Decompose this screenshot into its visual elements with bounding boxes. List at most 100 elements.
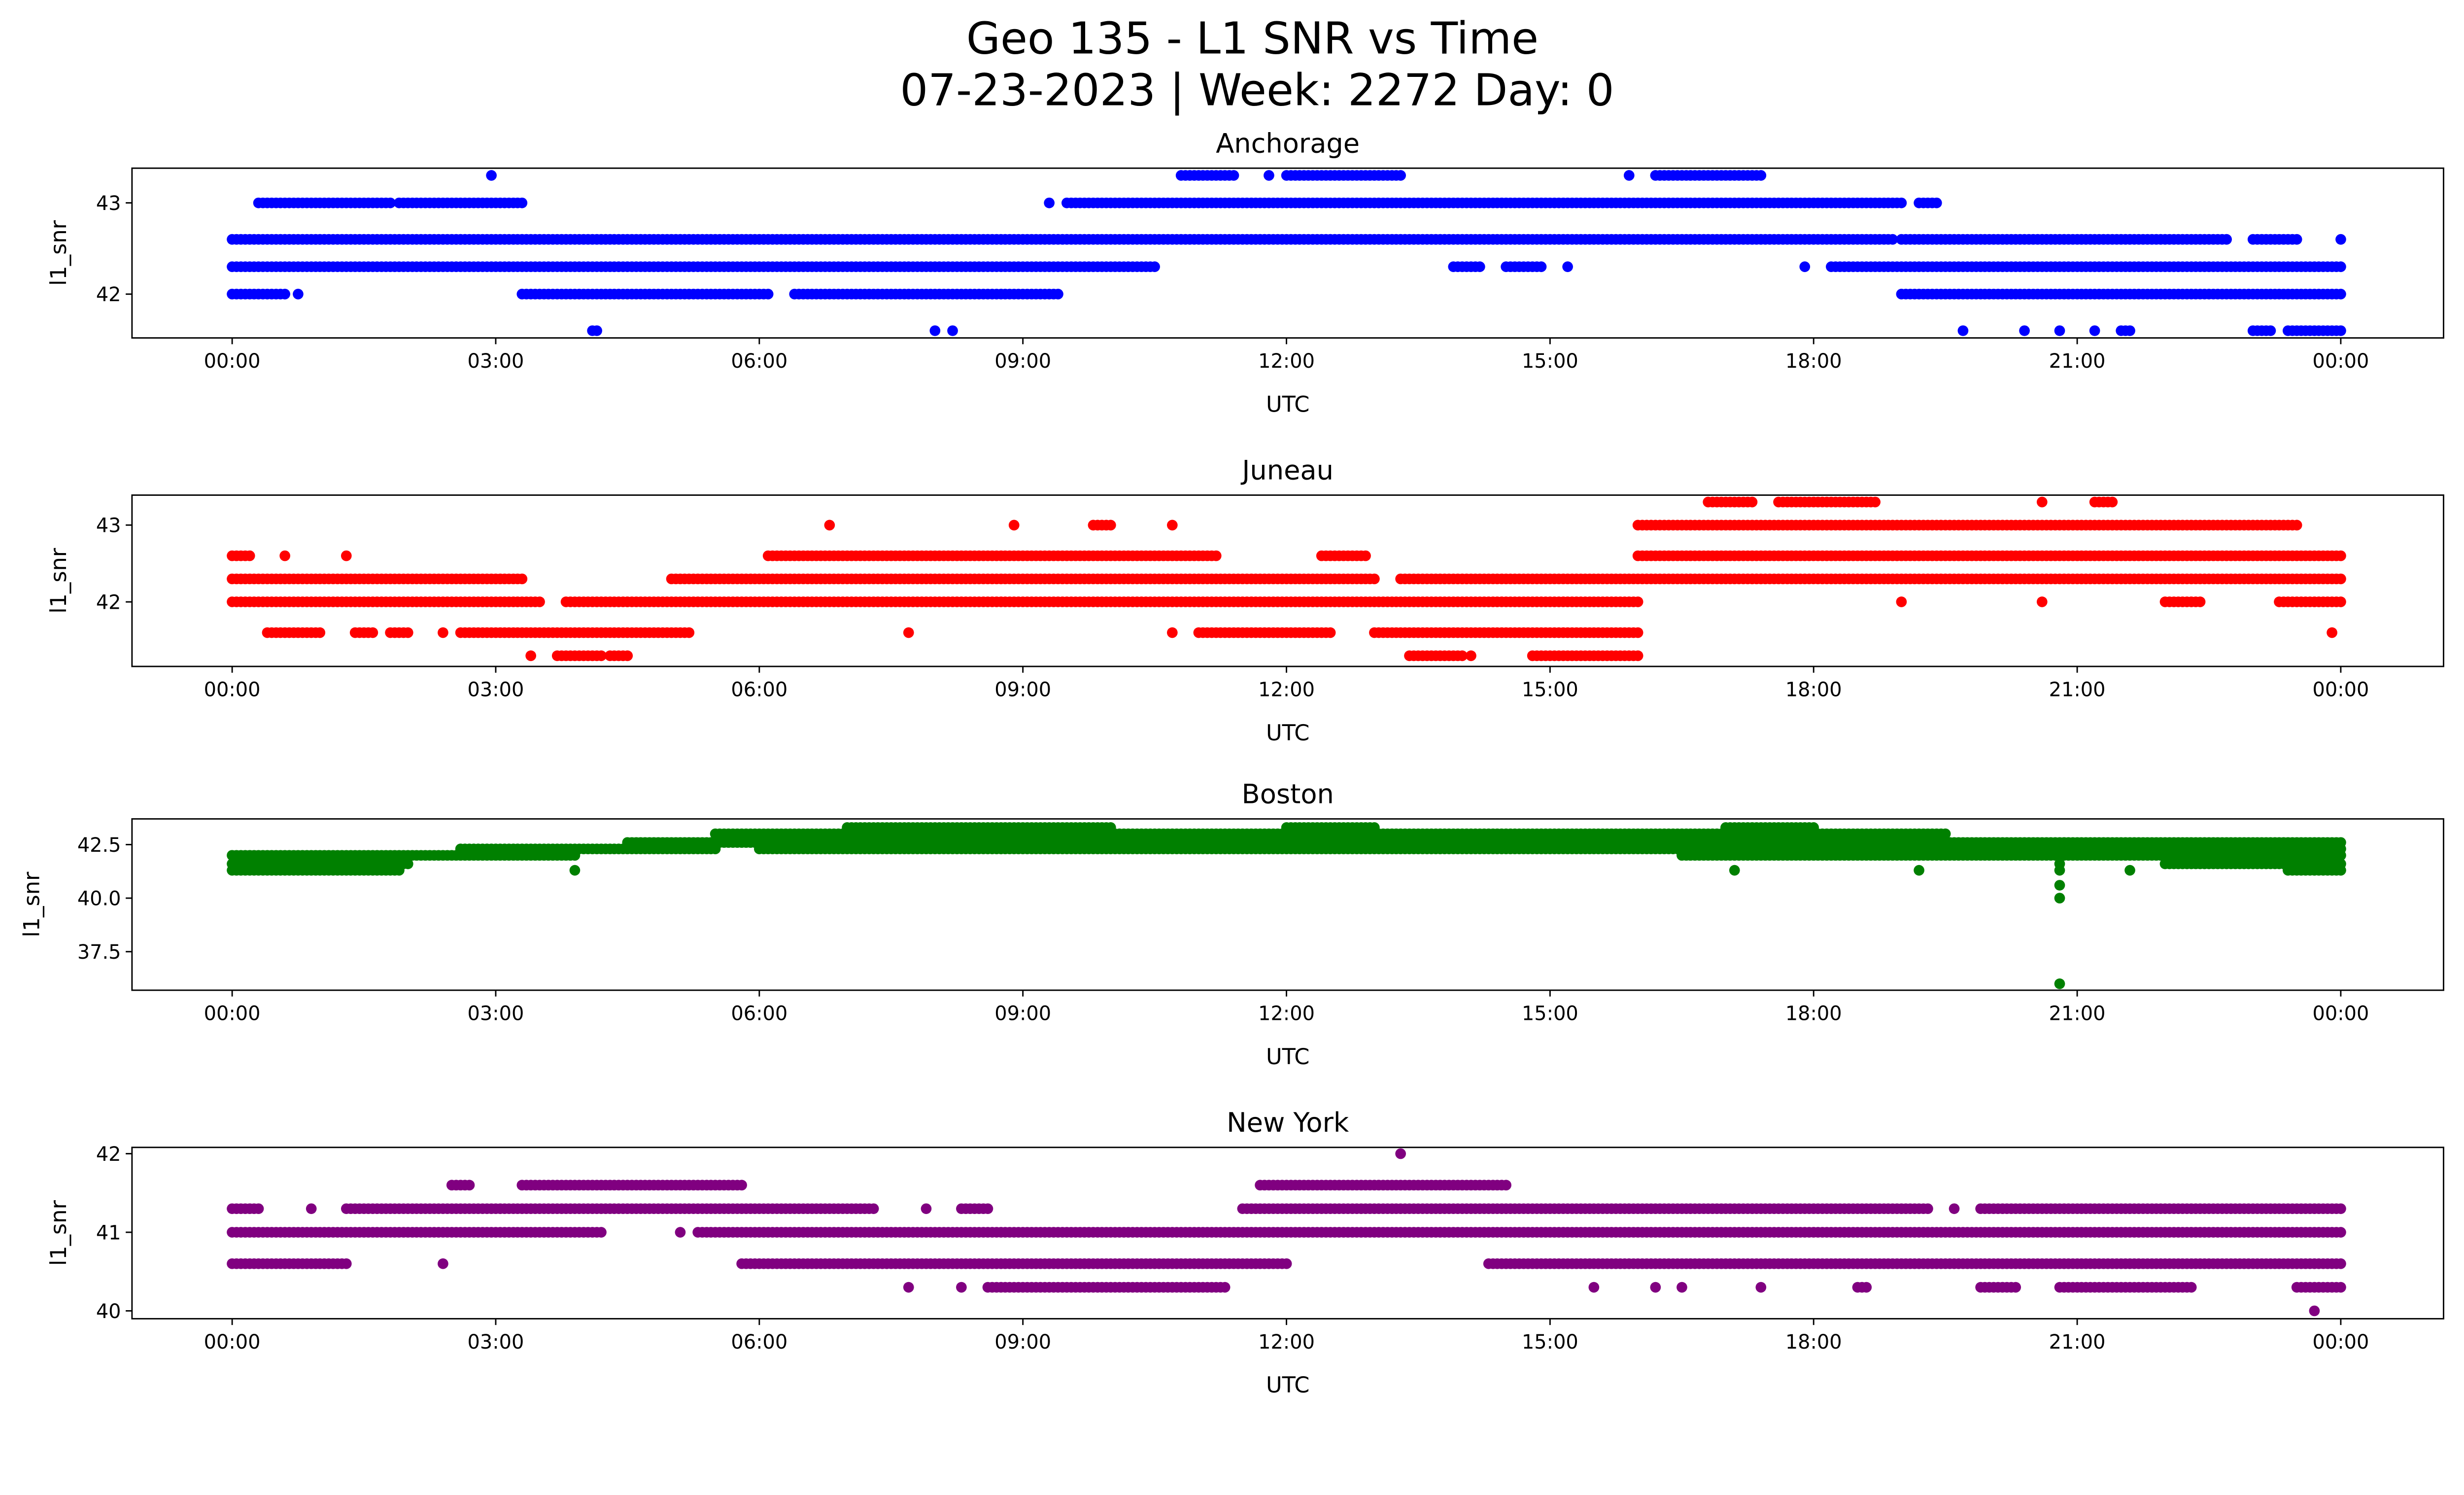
data-point [1799,261,1811,272]
data-point [824,520,835,531]
x-tick-label: 12:00 [1258,1003,1315,1025]
data-point [516,573,528,585]
data-point [1105,520,1116,531]
data-point [314,627,326,638]
data-point [2335,234,2346,245]
data-point [516,197,528,209]
data-point [1632,650,1643,661]
data-point [2265,325,2276,336]
x-tick-label: 03:00 [468,1003,524,1025]
subplot-anchorage: 00:00 03:00 06:00 09:00 12:00 15:00 18:00 21:00… [46,128,2444,417]
data-point [903,627,914,638]
x-tick-label: 09:00 [994,679,1051,701]
x-tick-label: 12:00 [1258,679,1315,701]
data-point [591,325,602,336]
data-point [1053,288,1063,300]
data-point [2054,893,2065,904]
data-point [596,1227,607,1238]
y-tick-label: 43 [96,192,121,215]
data-point [1466,650,1476,661]
data-point [2107,496,2118,508]
x-tick-label: 03:00 [468,350,524,373]
data-point [1808,822,1819,833]
data-point [279,550,290,561]
data-point [1755,170,1767,181]
x-tick-label: 09:00 [994,1003,1051,1025]
data-point [2291,234,2302,245]
data-point [1369,573,1380,585]
data-point [1931,197,1942,209]
x-tick-label: 03:00 [468,679,524,701]
data-point [2335,573,2346,585]
y-tick-label: 37.5 [77,941,121,964]
y-tick-label: 43 [96,515,121,537]
data-point [1105,822,1116,833]
data-point [2335,325,2346,336]
data-point [2221,234,2232,245]
data-point [385,197,396,209]
data-point [2019,325,2030,336]
data-point [622,650,633,661]
data-points [227,170,2346,336]
x-tick-label: 00:00 [2313,679,2369,701]
data-point [293,288,304,300]
data-point [1623,170,1635,181]
data-point [2054,325,2065,336]
y-tick-label: 42.5 [77,834,121,857]
x-tick-label: 00:00 [204,350,261,373]
x-tick-label: 15:00 [1522,1003,1578,1025]
figure-title-line1: Geo 135 - L1 SNR vs Time [966,13,1539,64]
y-tick-label: 42 [96,591,121,614]
data-point [1360,550,1371,561]
axes-frame [131,167,2444,339]
data-point [1870,496,1881,508]
x-axis-label: UTC [1266,1044,1309,1070]
x-tick-label: 00:00 [2313,350,2369,373]
y-axis-label: l1_snr [19,871,45,938]
subplot-title: Anchorage [1216,128,1360,159]
y-tick-label: 42 [96,283,121,306]
data-point [1896,596,1907,607]
data-point [1632,627,1643,638]
data-point [2036,596,2048,607]
data-point [486,170,497,181]
data-point [684,627,695,638]
subplot-juneau: 00:00 03:00 06:00 09:00 12:00 15:00 18:00 21:00… [46,455,2444,746]
x-tick-label: 09:00 [994,350,1051,373]
data-point [947,325,958,336]
x-tick-label: 21:00 [2049,1003,2106,1025]
x-tick-label: 06:00 [731,679,787,701]
data-point [2291,520,2302,531]
data-point [1632,596,1643,607]
x-tick-label: 00:00 [2313,1003,2369,1025]
data-point [1536,261,1547,272]
data-point [929,325,941,336]
data-point [1887,234,1898,245]
x-tick-label: 18:00 [1785,350,1842,373]
x-tick-label: 15:00 [1522,679,1578,701]
data-point [1957,325,1969,336]
data-point [1264,170,1274,181]
data-point [1369,822,1380,833]
data-point [1940,828,1951,839]
data-point [1008,520,1020,531]
data-point [675,1227,686,1238]
data-point [438,627,448,638]
data-point [2327,627,2337,638]
data-point [2335,837,2346,848]
data-point [367,627,378,638]
x-tick-label: 00:00 [204,1003,261,1025]
data-point [1149,261,1160,272]
x-axis-label: UTC [1266,391,1309,417]
figure: Geo 135 - L1 SNR vs Time 07-23-2023 | We… [19,13,2444,1398]
data-point [1562,261,1573,272]
x-tick-label: 12:00 [1258,350,1315,373]
data-point [2089,325,2100,336]
data-point [1166,520,1178,531]
x-tick-label: 00:00 [204,679,261,701]
data-point [2124,865,2135,876]
data-point [1729,865,1740,876]
data-point [2335,550,2346,561]
data-point [569,865,581,876]
subplot-title: Juneau [1240,455,1334,486]
